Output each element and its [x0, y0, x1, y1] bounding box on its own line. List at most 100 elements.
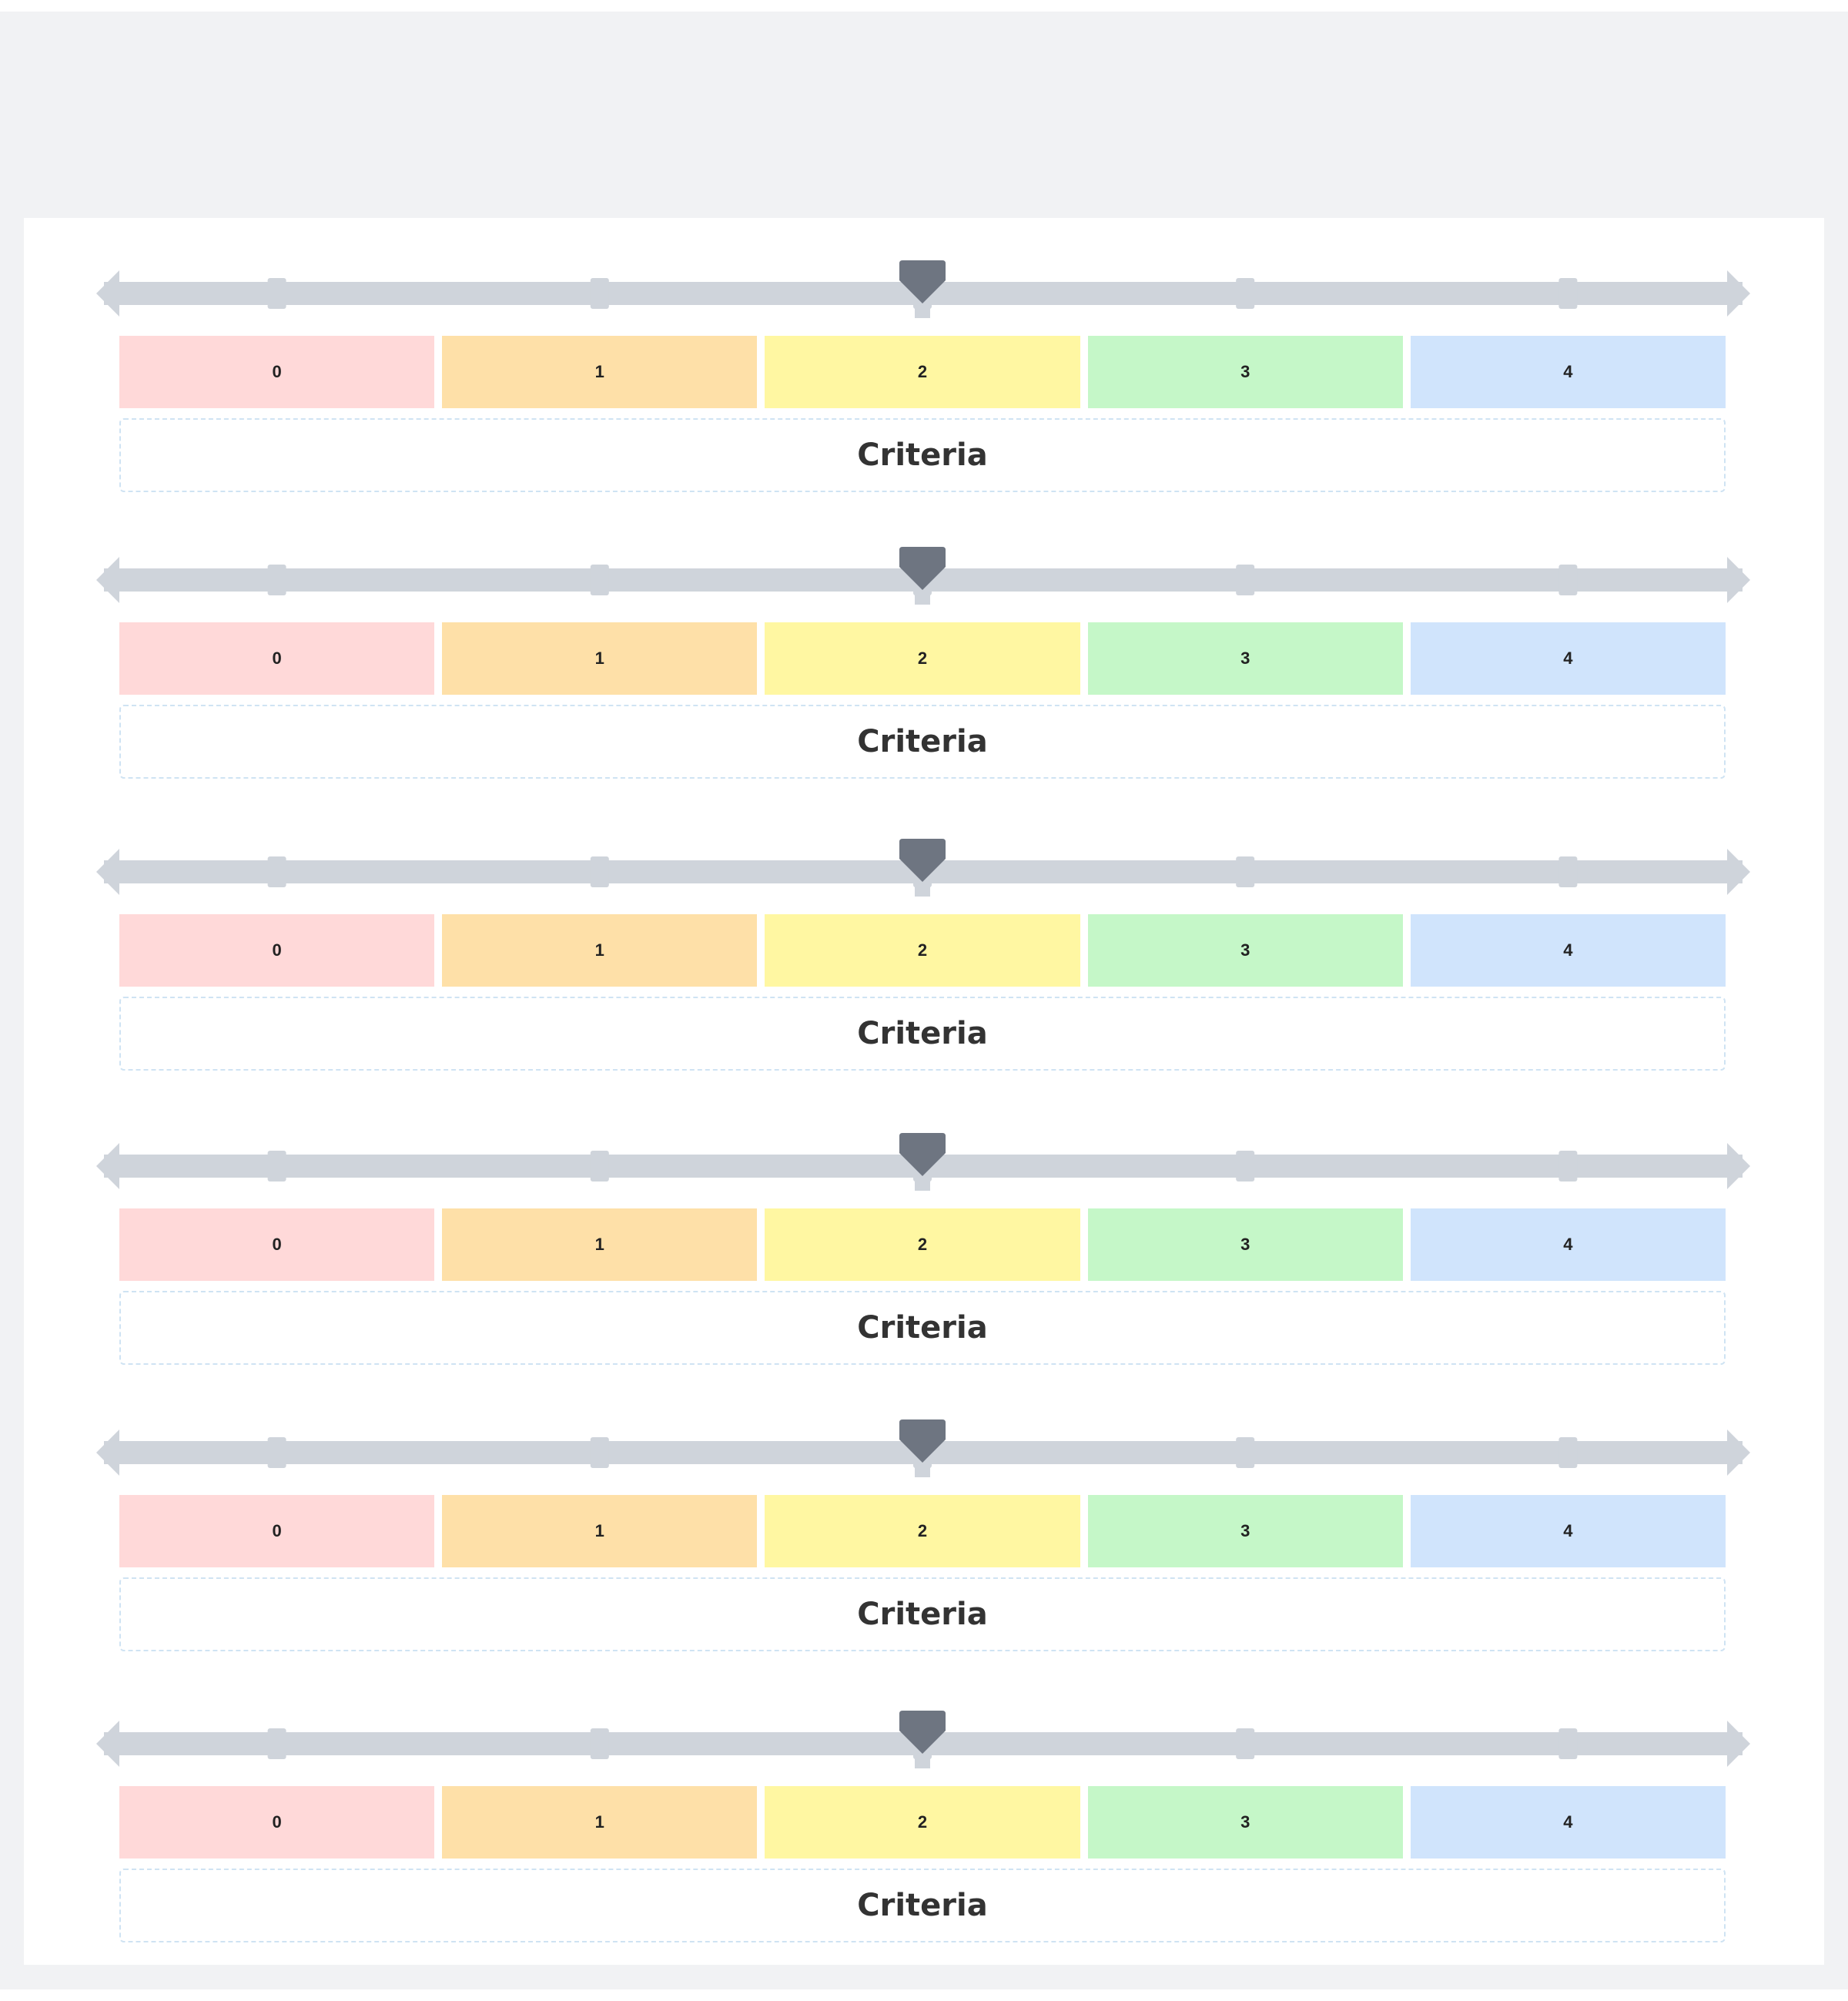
arrow-left-icon[interactable]	[96, 557, 119, 603]
rating-option-4[interactable]: 4	[1410, 1495, 1726, 1567]
rating-option-2[interactable]: 2	[765, 622, 1080, 695]
rating-option-0[interactable]: 0	[119, 1208, 435, 1281]
slider-handle-icon[interactable]	[899, 547, 946, 590]
slider-tick	[1236, 856, 1255, 887]
arrow-left-icon[interactable]	[96, 849, 119, 895]
rating-option-2[interactable]: 2	[765, 1786, 1080, 1859]
slider-track-graphic	[96, 1133, 1750, 1191]
rating-option-4[interactable]: 4	[1410, 914, 1726, 987]
slider-tick	[1236, 565, 1255, 595]
slider-tick	[267, 1728, 286, 1759]
criteria-label[interactable]: Criteria	[119, 705, 1726, 779]
criteria-label[interactable]: Criteria	[119, 1291, 1726, 1365]
rating-option-1[interactable]: 1	[442, 1786, 758, 1859]
slider-tick	[1558, 1437, 1578, 1468]
rating-scale: 0 1 2 3 4 Criteria	[24, 1711, 1824, 1942]
slider-tick	[590, 1437, 609, 1468]
arrow-right-icon[interactable]	[1727, 1430, 1750, 1476]
slider-tick	[1558, 278, 1578, 309]
rating-option-3[interactable]: 3	[1087, 1786, 1403, 1859]
rating-option-0[interactable]: 0	[119, 622, 435, 695]
slider-tick	[1236, 278, 1255, 309]
slider-tick	[1558, 565, 1578, 595]
slider-track[interactable]	[24, 1133, 1824, 1210]
slider-handle-icon[interactable]	[899, 1133, 946, 1176]
slider-track[interactable]	[24, 839, 1824, 916]
rating-option-0[interactable]: 0	[119, 1495, 435, 1567]
rating-scale: 0 1 2 3 4 Criteria	[24, 547, 1824, 779]
slider-handle-icon[interactable]	[899, 1419, 946, 1463]
slider-track-graphic	[96, 260, 1750, 318]
slider-tick	[590, 1151, 609, 1181]
slider-track-graphic	[96, 1711, 1750, 1768]
slider-tick	[590, 1728, 609, 1759]
rating-option-3[interactable]: 3	[1087, 914, 1403, 987]
slider-tick	[267, 278, 286, 309]
rating-option-4[interactable]: 4	[1410, 1786, 1726, 1859]
slider-tick	[1236, 1437, 1255, 1468]
rating-scale: 0 1 2 3 4 Criteria	[24, 1133, 1824, 1365]
slider-handle-icon[interactable]	[899, 260, 946, 303]
arrow-right-icon[interactable]	[1727, 849, 1750, 895]
arrow-left-icon[interactable]	[96, 1721, 119, 1767]
slider-track[interactable]	[24, 1711, 1824, 1788]
arrow-left-icon[interactable]	[96, 1430, 119, 1476]
rating-option-3[interactable]: 3	[1087, 1208, 1403, 1281]
criteria-label[interactable]: Criteria	[119, 1577, 1726, 1651]
rating-option-1[interactable]: 1	[442, 622, 758, 695]
slider-tick	[267, 565, 286, 595]
slider-track[interactable]	[24, 1419, 1824, 1497]
rating-option-1[interactable]: 1	[442, 336, 758, 408]
rating-option-0[interactable]: 0	[119, 1786, 435, 1859]
rating-option-3[interactable]: 3	[1087, 622, 1403, 695]
rating-option-2[interactable]: 2	[765, 914, 1080, 987]
criteria-label[interactable]: Criteria	[119, 997, 1726, 1071]
slider-track[interactable]	[24, 547, 1824, 624]
slider-tick	[590, 278, 609, 309]
rating-scale: 0 1 2 3 4 Criteria	[24, 260, 1824, 492]
slider-tick	[267, 1437, 286, 1468]
arrow-right-icon[interactable]	[1727, 1143, 1750, 1189]
criteria-label[interactable]: Criteria	[119, 418, 1726, 492]
rating-option-0[interactable]: 0	[119, 914, 435, 987]
rating-option-3[interactable]: 3	[1087, 1495, 1403, 1567]
slider-handle-icon[interactable]	[899, 1711, 946, 1754]
arrow-right-icon[interactable]	[1727, 270, 1750, 317]
rating-option-1[interactable]: 1	[442, 1208, 758, 1281]
rating-option-3[interactable]: 3	[1087, 336, 1403, 408]
arrow-left-icon[interactable]	[96, 1143, 119, 1189]
criteria-label[interactable]: Criteria	[119, 1869, 1726, 1942]
rating-scale: 0 1 2 3 4 Criteria	[24, 839, 1824, 1071]
slider-tick	[1558, 1151, 1578, 1181]
rating-option-4[interactable]: 4	[1410, 336, 1726, 408]
slider-handle-icon[interactable]	[899, 839, 946, 882]
page-background: 0 1 2 3 4 Criteria 0 1 2 3 4 Criteria 0 1 2 3 4 Criteria 0…	[0, 12, 1848, 1989]
slider-track-graphic	[96, 839, 1750, 897]
slider-tick	[1236, 1151, 1255, 1181]
arrow-right-icon[interactable]	[1727, 1721, 1750, 1767]
slider-track[interactable]	[24, 260, 1824, 337]
arrow-left-icon[interactable]	[96, 270, 119, 317]
slider-tick	[590, 565, 609, 595]
arrow-right-icon[interactable]	[1727, 557, 1750, 603]
slider-tick	[590, 856, 609, 887]
rating-option-2[interactable]: 2	[765, 1208, 1080, 1281]
rating-option-2[interactable]: 2	[765, 1495, 1080, 1567]
slider-track-graphic	[96, 1419, 1750, 1477]
rating-option-4[interactable]: 4	[1410, 1208, 1726, 1281]
rating-option-1[interactable]: 1	[442, 1495, 758, 1567]
slider-tick	[1558, 1728, 1578, 1759]
slider-tick	[1558, 856, 1578, 887]
slider-tick	[267, 856, 286, 887]
rating-option-2[interactable]: 2	[765, 336, 1080, 408]
rating-option-4[interactable]: 4	[1410, 622, 1726, 695]
rating-scale: 0 1 2 3 4 Criteria	[24, 1419, 1824, 1651]
rating-scales-panel: 0 1 2 3 4 Criteria 0 1 2 3 4 Criteria 0 1 2 3 4 Criteria 0…	[24, 218, 1824, 1965]
rating-option-1[interactable]: 1	[442, 914, 758, 987]
rating-option-0[interactable]: 0	[119, 336, 435, 408]
